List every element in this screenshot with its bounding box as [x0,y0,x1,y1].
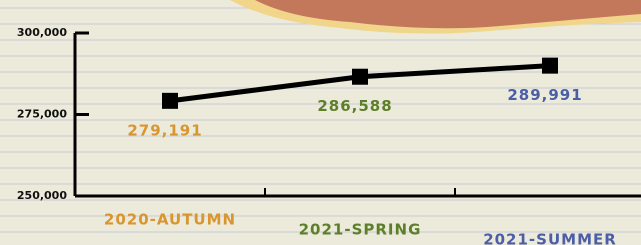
y-tick-label: 250,000 [17,189,67,202]
value-label: 279,191 [127,121,202,139]
x-tick-label: 2020-AUTUMN [104,211,236,229]
page: {"chart_data": {"type": "line", "categor… [0,0,641,245]
x-tick-label: 2021-SPRING [299,221,422,239]
marker [542,58,558,74]
value-label: 289,991 [507,86,582,104]
y-tick-label: 275,000 [17,108,67,121]
marker [162,93,178,109]
x-tick-label: 2021-SUMMER [483,231,617,245]
marker [352,69,368,85]
paper-lines [0,8,641,232]
value-label: 286,588 [317,97,392,115]
chart: 250,000 275,000 300,000 2020-AUTUMN 2021-SPR… [0,0,641,245]
y-tick-label: 300,000 [17,26,67,39]
